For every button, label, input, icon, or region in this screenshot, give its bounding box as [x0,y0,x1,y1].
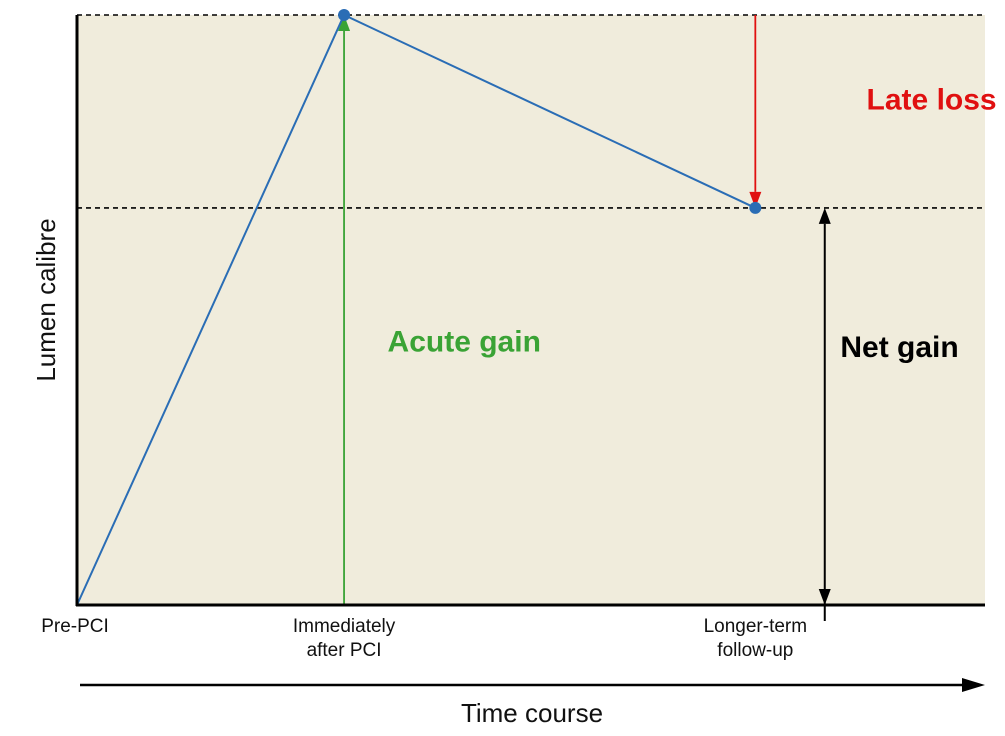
time-arrow-head [962,678,985,692]
plot-background [77,15,985,605]
net-gain-arrowhead [818,207,831,224]
net-gain-label: Net gain [840,331,958,364]
x-tick-label: Pre-PCI [41,616,109,637]
x-tick-label: Immediately [293,616,396,637]
late-loss-label: Late loss [867,83,997,116]
acute-gain-arrowhead [338,15,351,31]
late-loss-arrowhead [749,191,762,208]
x-tick-label: after PCI [307,640,382,661]
net-gain-arrowhead-start [818,589,831,605]
acute-gain-label: Acute gain [388,325,541,358]
x-tick-label: follow-up [717,640,793,661]
data-point [338,9,351,21]
x-axis-label: Time course [461,698,603,728]
x-tick-label: Longer-term [704,616,808,637]
y-axis-label: Lumen calibre [31,218,61,381]
data-point [749,201,762,214]
